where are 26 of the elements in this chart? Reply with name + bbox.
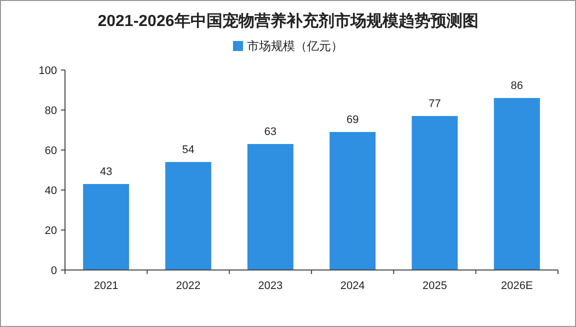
y-tick-label: 0: [50, 265, 57, 277]
data-label: 54: [182, 144, 194, 156]
x-tick-label: 2024: [340, 280, 365, 292]
y-tick-label: 20: [44, 225, 57, 237]
data-label: 43: [100, 166, 112, 178]
bar: [330, 132, 376, 270]
y-tick-label: 60: [44, 145, 57, 157]
data-label: 77: [428, 98, 441, 110]
bar: [247, 144, 294, 270]
y-tick-label: 100: [38, 65, 57, 77]
data-label: 69: [346, 114, 359, 126]
x-tick-label: 2021: [94, 280, 118, 292]
bar: [83, 184, 130, 270]
x-tick-label: 2022: [176, 280, 200, 292]
bar: [412, 116, 458, 270]
x-tick-label: 2025: [422, 280, 447, 292]
data-label: 86: [510, 80, 524, 92]
data-label: 63: [264, 126, 277, 138]
bar: [165, 162, 212, 270]
bar: [494, 98, 540, 270]
y-tick-label: 40: [44, 185, 57, 197]
y-tick-label: 80: [44, 105, 57, 117]
legend-label: 市场规模（亿元）: [247, 39, 343, 53]
x-tick-label: 2026E: [501, 280, 533, 292]
x-tick-label: 2023: [258, 280, 283, 292]
chart-title: 2021-2026年中国宠物营养补充剂市场规模趋势预测图: [98, 11, 478, 30]
